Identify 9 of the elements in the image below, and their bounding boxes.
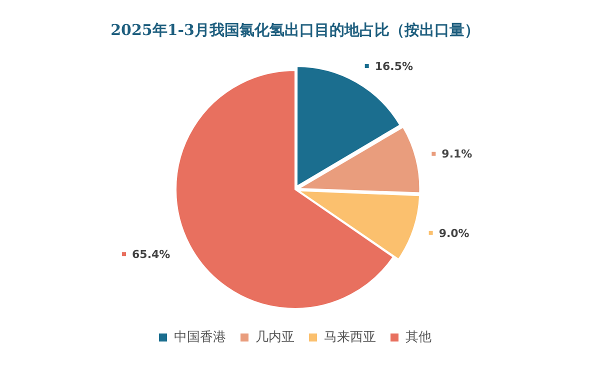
- data-label: 9.0%: [438, 226, 470, 240]
- data-label: 65.4%: [132, 248, 170, 261]
- chart-title: 2025年1-3月我国氯化氢出口目的地占比（按出口量）: [110, 20, 480, 39]
- legend-label: 其他: [406, 330, 432, 345]
- legend-label: 中国香港: [174, 330, 226, 345]
- data-label: 16.5%: [374, 60, 414, 73]
- legend-label: 马来西亚: [324, 330, 376, 345]
- legend-label: 几内亚: [256, 330, 294, 345]
- data-label: 9.1%: [442, 148, 472, 161]
